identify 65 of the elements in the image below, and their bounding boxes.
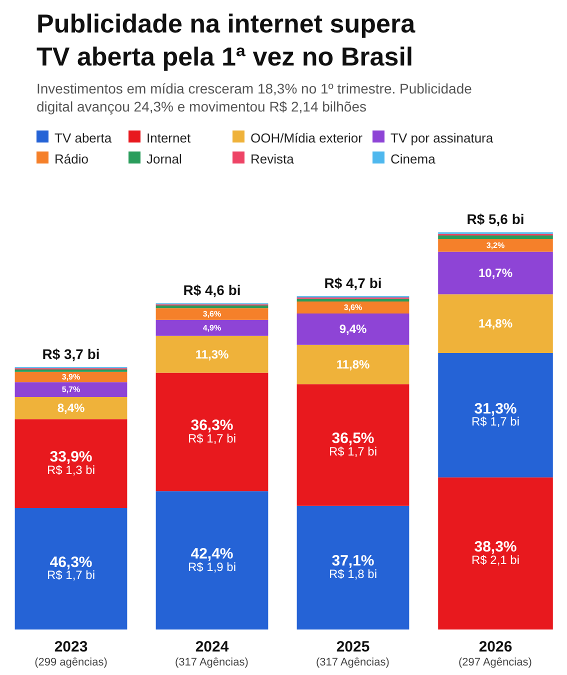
bar bbox=[156, 320, 268, 336]
bar bbox=[296, 302, 410, 314]
x-axis-title: (299 agências) bbox=[34, 656, 108, 668]
text: Investimentos em mídia cresceram 18,3% no 1º trimestre. Publicidade digital avançou 24,3% e movimentou R$ 2,14 bilhões bbox=[36, 80, 472, 114]
bar bbox=[156, 306, 268, 308]
data-label: 9,4% bbox=[339, 322, 368, 336]
bar bbox=[438, 239, 553, 252]
bar bbox=[14, 419, 128, 508]
total-label: R$ 5,6 bi bbox=[466, 211, 524, 228]
bar bbox=[14, 372, 128, 382]
text: Publicidade na internet supera TV aberta pela 1ª vez no Brasil bbox=[36, 8, 416, 72]
data-label: 33,9% R$ 1,3 bi bbox=[46, 448, 96, 477]
legend-label: OOH/Mídia exterior bbox=[250, 130, 364, 146]
legend-label: Rádio bbox=[54, 152, 88, 166]
bar bbox=[296, 314, 410, 345]
x-tick-label: 2025 bbox=[336, 638, 370, 656]
x-tick-label: 2023 bbox=[54, 638, 88, 656]
data-label: 8,4% bbox=[57, 401, 86, 416]
bar bbox=[14, 508, 128, 630]
bar bbox=[14, 382, 128, 398]
data-label: 31,3% R$ 1,7 bi bbox=[471, 400, 520, 429]
bar bbox=[14, 369, 128, 372]
data-label: 46,3% R$ 1,7 bi bbox=[46, 554, 96, 582]
bar bbox=[438, 235, 553, 240]
total-label: R$ 4,6 bi bbox=[183, 282, 241, 298]
data-label: 5,7% bbox=[62, 385, 80, 394]
bar bbox=[296, 298, 410, 302]
total-label: R$ 4,7 bi bbox=[324, 275, 382, 292]
x-axis-title: (317 Agências) bbox=[175, 656, 248, 668]
total-label: R$ 3,7 bi bbox=[42, 346, 100, 362]
x-axis-title: (317 Agências) bbox=[316, 656, 390, 668]
bar bbox=[438, 252, 553, 294]
bar bbox=[14, 397, 128, 420]
legend-label: TV por assinatura bbox=[390, 130, 494, 146]
data-label: 14,8% bbox=[478, 316, 513, 331]
data-label: 3,2% bbox=[486, 240, 505, 250]
bar bbox=[156, 308, 268, 320]
bar bbox=[296, 344, 410, 384]
legend-label: Cinema bbox=[390, 152, 436, 166]
legend-label: Revista bbox=[250, 152, 295, 166]
data-label: 42,4% R$ 1,9 bi bbox=[188, 545, 236, 574]
data-label: 36,5% R$ 1,7 bi bbox=[328, 430, 378, 458]
bar bbox=[296, 384, 410, 506]
data-label: 10,7% bbox=[478, 266, 513, 280]
data-label: 38,3% R$ 2,1 bi bbox=[471, 538, 520, 567]
legend-label: Internet bbox=[146, 130, 191, 146]
data-label: 11,3% bbox=[195, 347, 230, 362]
data-label: 3,6% bbox=[202, 310, 222, 319]
legend-label: Jornal bbox=[146, 152, 182, 166]
data-label: 3,6% bbox=[344, 303, 362, 312]
bar bbox=[156, 336, 268, 373]
data-label: 11,8% bbox=[336, 358, 370, 372]
bar bbox=[438, 353, 553, 478]
legend-label: TV aberta bbox=[54, 130, 112, 146]
bar bbox=[156, 491, 268, 630]
x-tick-label: 2024 bbox=[195, 638, 230, 656]
data-label: 37,1% R$ 1,8 bi bbox=[328, 552, 378, 582]
bar bbox=[438, 294, 553, 354]
data-label: 4,9% bbox=[202, 323, 222, 332]
x-tick-label: 2026 bbox=[478, 638, 512, 656]
bar bbox=[156, 372, 268, 492]
data-label: 3,9% bbox=[62, 372, 80, 382]
data-label: 36,3% R$ 1,7 bi bbox=[188, 417, 236, 446]
bar bbox=[296, 506, 410, 630]
x-axis-title: (297 Agências) bbox=[458, 656, 532, 668]
